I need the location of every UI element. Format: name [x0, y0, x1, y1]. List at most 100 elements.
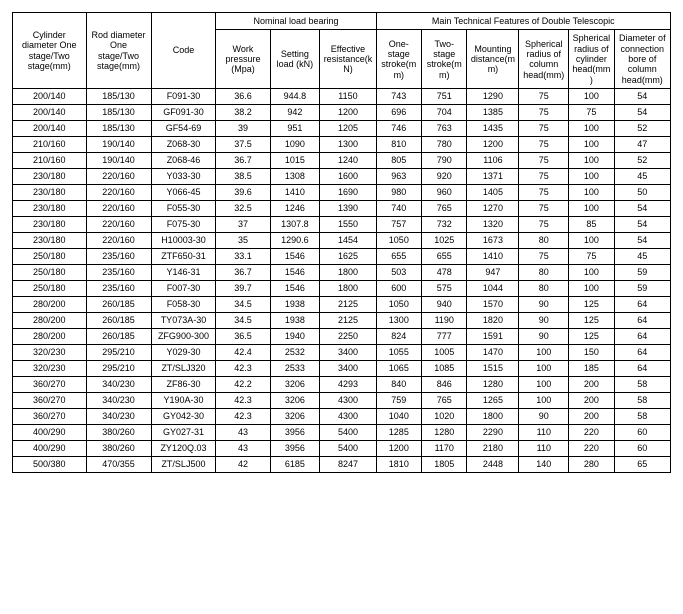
table-cell: 1800: [320, 265, 376, 281]
table-cell: 54: [614, 105, 670, 121]
col-setting-load: Setting load (kN): [270, 30, 320, 89]
table-cell: 320/230: [13, 361, 87, 377]
table-cell: 260/185: [86, 329, 151, 345]
table-cell: 1435: [467, 121, 519, 137]
table-cell: ZY120Q.03: [151, 441, 216, 457]
table-cell: 360/270: [13, 393, 87, 409]
table-cell: 230/180: [13, 169, 87, 185]
table-cell: 80: [519, 233, 569, 249]
table-cell: 3206: [270, 377, 320, 393]
table-row: 320/230295/210ZT/SLJ32042.32533340010651…: [13, 361, 671, 377]
table-cell: 100: [519, 345, 569, 361]
table-cell: 36.7: [216, 265, 270, 281]
table-cell: 220: [569, 425, 614, 441]
table-cell: 150: [569, 345, 614, 361]
table-cell: 210/160: [13, 137, 87, 153]
table-cell: 185/130: [86, 121, 151, 137]
table-cell: 75: [519, 185, 569, 201]
table-cell: 280/200: [13, 313, 87, 329]
table-cell: 400/290: [13, 441, 87, 457]
table-cell: 1938: [270, 313, 320, 329]
table-cell: 2250: [320, 329, 376, 345]
table-cell: 1546: [270, 265, 320, 281]
table-cell: 1290: [467, 89, 519, 105]
table-cell: 100: [569, 201, 614, 217]
table-cell: 90: [519, 409, 569, 425]
table-row: 280/200260/185TY073A-3034.51938212513001…: [13, 313, 671, 329]
table-cell: 4300: [320, 409, 376, 425]
table-cell: 1280: [467, 377, 519, 393]
table-cell: 64: [614, 361, 670, 377]
table-cell: 260/185: [86, 297, 151, 313]
table-row: 360/270340/230ZF86-3042.2320642938408461…: [13, 377, 671, 393]
table-cell: 75: [519, 217, 569, 233]
table-cell: 200/140: [13, 121, 87, 137]
table-cell: Y146-31: [151, 265, 216, 281]
table-cell: 230/180: [13, 233, 87, 249]
table-cell: 1938: [270, 297, 320, 313]
table-cell: 80: [519, 281, 569, 297]
table-cell: 3956: [270, 425, 320, 441]
table-cell: 1546: [270, 281, 320, 297]
table-cell: 64: [614, 297, 670, 313]
table-cell: 1280: [422, 425, 467, 441]
table-cell: 360/270: [13, 377, 87, 393]
table-cell: 1050: [376, 233, 421, 249]
table-cell: 185/130: [86, 89, 151, 105]
table-cell: 52: [614, 153, 670, 169]
table-cell: 960: [422, 185, 467, 201]
table-cell: 2290: [467, 425, 519, 441]
table-cell: 500/380: [13, 457, 87, 473]
table-cell: 42.3: [216, 393, 270, 409]
table-cell: TY073A-30: [151, 313, 216, 329]
table-cell: 58: [614, 393, 670, 409]
table-row: 500/380470/355ZT/SLJ50042618582471810180…: [13, 457, 671, 473]
table-cell: 1820: [467, 313, 519, 329]
table-cell: 90: [519, 329, 569, 345]
table-cell: 43: [216, 441, 270, 457]
table-cell: 250/180: [13, 249, 87, 265]
table-cell: 1805: [422, 457, 467, 473]
table-cell: 75: [519, 89, 569, 105]
table-cell: 280/200: [13, 297, 87, 313]
table-cell: 1371: [467, 169, 519, 185]
table-cell: 2125: [320, 313, 376, 329]
table-cell: 235/160: [86, 281, 151, 297]
table-cell: ZT/SLJ500: [151, 457, 216, 473]
table-cell: 1308: [270, 169, 320, 185]
table-cell: 32.5: [216, 201, 270, 217]
table-cell: 380/260: [86, 441, 151, 457]
table-cell: 295/210: [86, 345, 151, 361]
table-cell: 740: [376, 201, 421, 217]
table-cell: 470/355: [86, 457, 151, 473]
table-row: 250/180235/160Y146-3136.7154618005034789…: [13, 265, 671, 281]
table-cell: 1205: [320, 121, 376, 137]
table-cell: 840: [376, 377, 421, 393]
table-cell: 75: [519, 249, 569, 265]
table-cell: GY027-31: [151, 425, 216, 441]
table-cell: 47: [614, 137, 670, 153]
table-cell: 1673: [467, 233, 519, 249]
table-cell: 43: [216, 425, 270, 441]
table-cell: 100: [519, 377, 569, 393]
table-cell: 805: [376, 153, 421, 169]
col-one-stage-stroke: One-stage stroke(mm): [376, 30, 421, 89]
table-cell: 944.8: [270, 89, 320, 105]
table-cell: 3400: [320, 345, 376, 361]
table-cell: 50: [614, 185, 670, 201]
table-cell: 1800: [320, 281, 376, 297]
table-cell: 963: [376, 169, 421, 185]
table-cell: 125: [569, 313, 614, 329]
table-cell: 810: [376, 137, 421, 153]
table-cell: 2533: [270, 361, 320, 377]
col-two-stage-stroke: Two-stage stroke(mm): [422, 30, 467, 89]
table-cell: GF54-69: [151, 121, 216, 137]
table-cell: 250/180: [13, 281, 87, 297]
table-row: 210/160190/140Z068-3037.5109013008107801…: [13, 137, 671, 153]
table-cell: 777: [422, 329, 467, 345]
table-cell: 200: [569, 377, 614, 393]
table-cell: 478: [422, 265, 467, 281]
col-rod-diameter: Rod diameter One stage/Two stage(mm): [86, 13, 151, 89]
table-cell: F055-30: [151, 201, 216, 217]
table-cell: 42: [216, 457, 270, 473]
